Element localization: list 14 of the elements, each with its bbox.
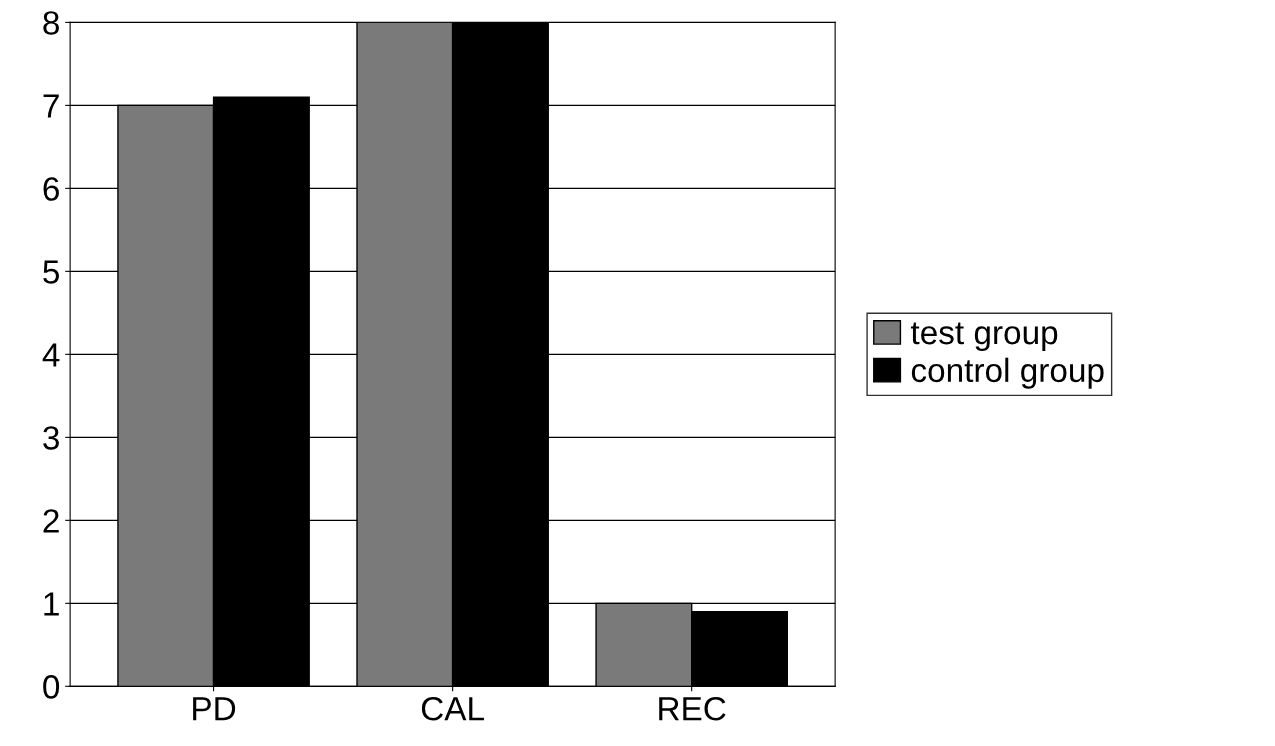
- y-tick-label: 2: [43, 509, 59, 533]
- y-tick-label: 5: [43, 260, 60, 284]
- y-tick-label: 8: [43, 11, 59, 35]
- x-tick-label: REC: [659, 696, 726, 721]
- y-tick-label: 7: [43, 94, 59, 118]
- y-tick-label: 4: [42, 343, 60, 367]
- y-tick-label: 3: [43, 426, 59, 450]
- y-tick-label: 0: [43, 675, 60, 699]
- y-tick-label: 6: [43, 177, 59, 201]
- legend-label: control group: [911, 357, 1104, 389]
- legend-label: test group: [910, 322, 1058, 352]
- y-tick-label: 1: [44, 592, 59, 616]
- x-tick-label: CAL: [421, 696, 484, 721]
- x-tick-label: PD: [193, 697, 236, 721]
